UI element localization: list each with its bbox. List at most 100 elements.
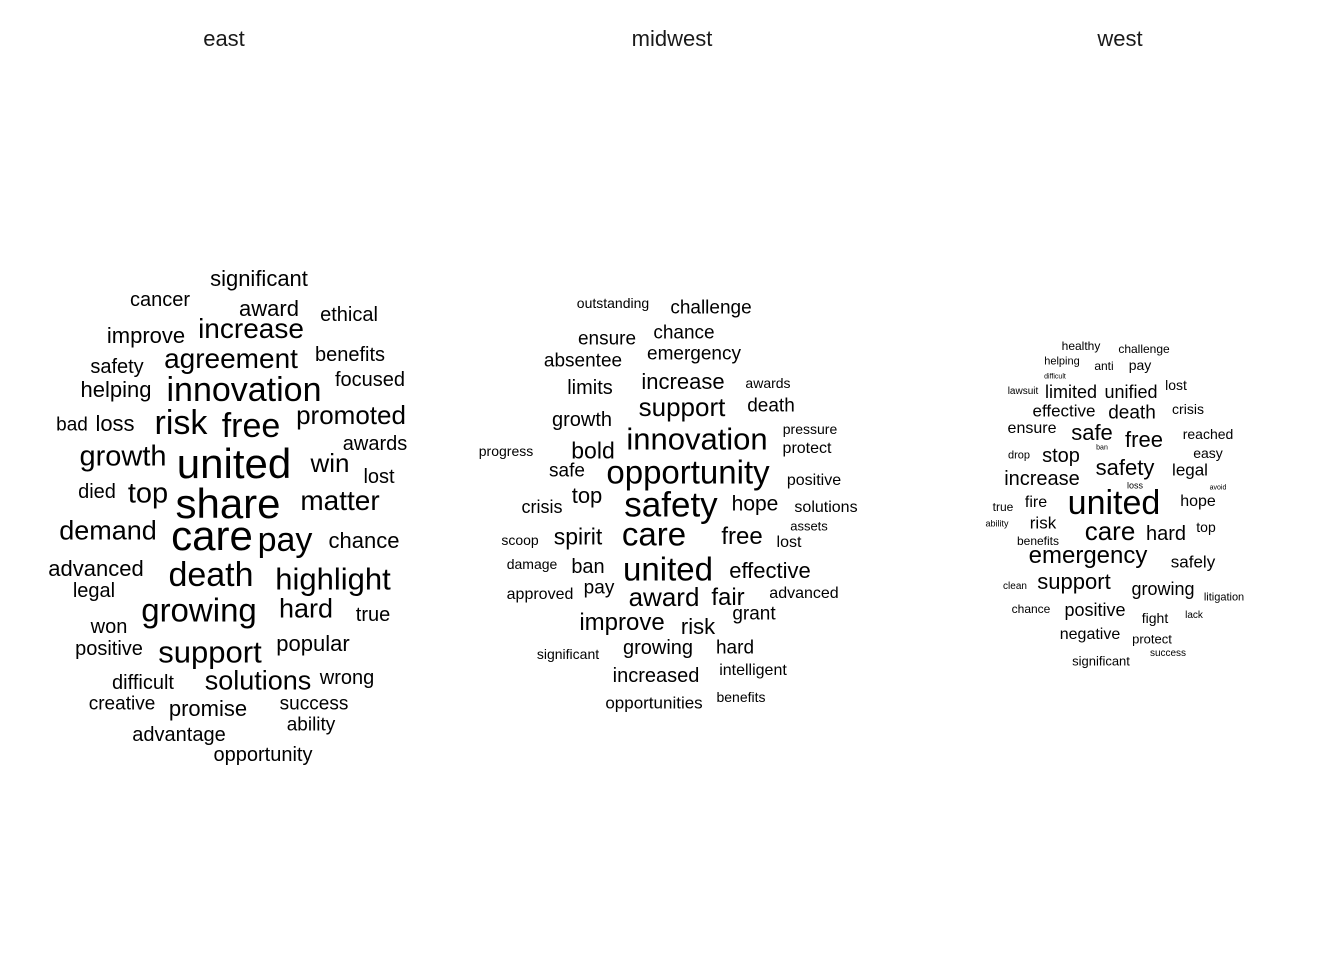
word-east-award: award bbox=[239, 296, 299, 321]
word-east-opportunity: opportunity bbox=[213, 744, 313, 766]
word-west-increase: increase bbox=[1004, 468, 1080, 490]
word-midwest-pressure: pressure bbox=[782, 421, 838, 437]
word-midwest-hard: hard bbox=[715, 637, 755, 659]
word-midwest-risk: risk bbox=[680, 614, 716, 639]
word-midwest-ban: ban bbox=[571, 556, 605, 578]
word-east-risk: risk bbox=[154, 404, 208, 442]
word-east-care: care bbox=[171, 512, 253, 559]
word-midwest-challenge: challenge bbox=[670, 297, 752, 319]
word-midwest-positive: positive bbox=[786, 472, 842, 489]
word-midwest-improve: improve bbox=[579, 609, 665, 636]
word-east-true: true bbox=[355, 604, 391, 626]
word-west-significant: significant bbox=[1072, 653, 1130, 669]
word-midwest-intelligent: intelligent bbox=[719, 662, 787, 679]
word-midwest-significant: significant bbox=[536, 646, 600, 662]
word-east-chance: chance bbox=[328, 528, 400, 553]
word-midwest-free: free bbox=[721, 523, 763, 550]
word-east-lost: lost bbox=[363, 466, 395, 488]
panel-title-west: west bbox=[1097, 26, 1143, 51]
word-east-promoted: promoted bbox=[296, 400, 406, 430]
word-midwest-care: care bbox=[621, 515, 687, 553]
word-midwest-bold: bold bbox=[571, 437, 615, 464]
word-east-advanced: advanced bbox=[48, 556, 144, 581]
word-east-success: success bbox=[279, 693, 349, 715]
word-east-united: united bbox=[176, 440, 292, 487]
word-midwest-approved: approved bbox=[506, 586, 574, 603]
word-west-crisis: crisis bbox=[1172, 401, 1204, 417]
word-east-top: top bbox=[127, 477, 169, 510]
word-midwest-progress: progress bbox=[478, 443, 534, 459]
word-west-stop: stop bbox=[1042, 445, 1080, 467]
word-west-support: support bbox=[1037, 569, 1111, 594]
word-west-safe: safe bbox=[1071, 420, 1113, 445]
word-midwest-fair: fair bbox=[711, 584, 745, 611]
word-midwest-absentee: absentee bbox=[543, 350, 623, 372]
word-east-cancer: cancer bbox=[129, 289, 191, 311]
word-midwest-growth: growth bbox=[551, 409, 613, 431]
word-east-won: won bbox=[90, 616, 128, 638]
word-east-hard: hard bbox=[278, 593, 334, 624]
word-west-difficult: difficult bbox=[1044, 373, 1066, 381]
word-midwest-support: support bbox=[638, 392, 726, 422]
word-midwest-innovation: innovation bbox=[626, 421, 768, 457]
word-west-negative: negative bbox=[1059, 626, 1121, 643]
word-east-improve: improve bbox=[106, 323, 186, 348]
word-west-fire: fire bbox=[1024, 494, 1048, 511]
word-west-safely: safely bbox=[1170, 552, 1216, 572]
word-midwest-pay: pay bbox=[583, 577, 615, 599]
word-midwest-protect: protect bbox=[782, 440, 832, 457]
word-east-ethical: ethical bbox=[320, 304, 378, 326]
word-west-death: death bbox=[1108, 402, 1156, 424]
word-east-significant: significant bbox=[210, 266, 308, 291]
word-west-loss: loss bbox=[1126, 480, 1144, 491]
word-east-ability: ability bbox=[286, 714, 336, 736]
word-midwest-lost: lost bbox=[776, 534, 802, 551]
word-midwest-spirit: spirit bbox=[553, 523, 603, 550]
word-west-ban: ban bbox=[1096, 444, 1108, 452]
word-east-growth: growth bbox=[79, 440, 167, 473]
word-west-hard: hard bbox=[1145, 523, 1187, 545]
word-midwest-damage: damage bbox=[506, 556, 558, 572]
word-west-pay: pay bbox=[1128, 357, 1152, 373]
word-midwest-assets: assets bbox=[790, 518, 828, 534]
word-west-helping: helping bbox=[1044, 355, 1080, 368]
word-midwest-safety: safety bbox=[624, 485, 718, 525]
word-east-death: death bbox=[168, 556, 254, 594]
word-east-increase: increase bbox=[198, 313, 304, 344]
word-east-bad: bad bbox=[56, 414, 88, 436]
word-east-share: share bbox=[175, 480, 281, 527]
word-east-focused: focused bbox=[334, 369, 406, 391]
word-midwest-award: award bbox=[628, 582, 700, 612]
word-west-easy: easy bbox=[1193, 445, 1223, 461]
word-midwest-effective: effective bbox=[729, 558, 811, 583]
word-east-highlight: highlight bbox=[275, 561, 391, 597]
word-west-top: top bbox=[1196, 519, 1216, 535]
panel-title-midwest: midwest bbox=[631, 26, 713, 51]
word-west-ability: ability bbox=[985, 518, 1009, 529]
word-cloud-midwest: outstanding challenge ensure chance absentee… bbox=[448, 0, 896, 960]
word-west-limited: limited bbox=[1044, 382, 1098, 402]
word-east-died: died bbox=[78, 481, 116, 503]
word-west-fight: fight bbox=[1141, 610, 1169, 626]
word-west-protect: protect bbox=[1132, 631, 1172, 647]
word-midwest-limits: limits bbox=[567, 377, 613, 399]
word-west-lawsuit: lawsuit bbox=[1007, 386, 1039, 397]
word-east-difficult: difficult bbox=[112, 672, 174, 694]
word-midwest-awards: awards bbox=[745, 375, 791, 391]
word-midwest-emergency: emergency bbox=[647, 343, 741, 365]
word-west-chance: chance bbox=[1011, 602, 1051, 616]
word-midwest-growing: growing bbox=[622, 637, 694, 659]
word-east-advantage: advantage bbox=[132, 724, 226, 746]
word-cloud-east: significant cancer award ethical improve incr… bbox=[0, 0, 448, 960]
word-west-hope: hope bbox=[1180, 493, 1216, 510]
word-east-benefits: benefits bbox=[314, 344, 386, 366]
word-west-lack: lack bbox=[1185, 610, 1203, 621]
word-west-positive: positive bbox=[1064, 600, 1126, 620]
word-midwest-increased: increased bbox=[612, 665, 700, 687]
word-east-positive: positive bbox=[75, 638, 143, 660]
word-west-reached: reached bbox=[1182, 426, 1234, 442]
word-east-matter: matter bbox=[300, 485, 380, 516]
word-midwest-advanced: advanced bbox=[769, 585, 839, 602]
word-west-legal: legal bbox=[1172, 460, 1208, 480]
word-midwest-united: united bbox=[623, 550, 713, 588]
